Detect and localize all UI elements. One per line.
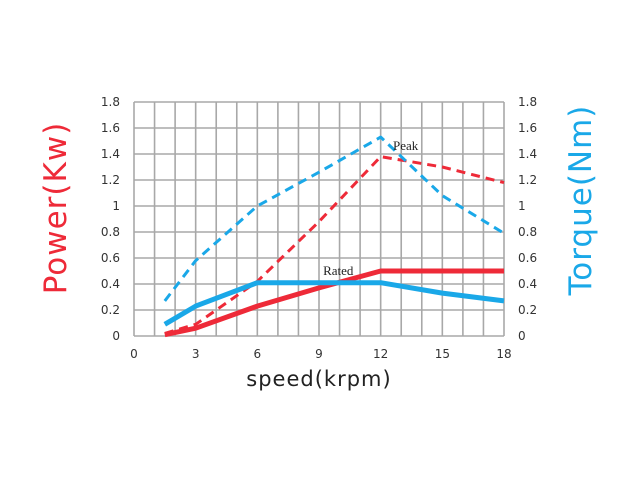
right-y-tick-label: 0 [518, 329, 526, 343]
right-y-tick-label: 0.2 [518, 303, 537, 317]
left-y-tick-label: 0.4 [101, 277, 120, 291]
right-y-tick-label: 0.6 [518, 251, 537, 265]
right-y-tick-label: 1.4 [518, 147, 537, 161]
torque-rated-line [163, 280, 505, 327]
left-y-tick-label: 1.4 [101, 147, 120, 161]
right-y-tick-label: 1.2 [518, 173, 537, 187]
x-tick-label: 12 [373, 347, 388, 361]
left-y-tick-label: 1.6 [101, 121, 120, 135]
right-y-tick-label: 0.8 [518, 225, 537, 239]
tick-labels: 0 3 6 9 12 15 18 0 0.2 0.4 0.6 0.8 1 1.2 1.4 1.6 1.8 0 0.2… [101, 95, 537, 361]
left-y-tick-label: 0.6 [101, 251, 120, 265]
right-y-tick-label: 1.6 [518, 121, 537, 135]
x-axis-title: speed(krpm) [246, 367, 391, 391]
left-y-tick-label: 1.2 [101, 173, 120, 187]
left-y-tick-label: 1.8 [101, 95, 120, 109]
left-y-tick-label: 1 [112, 199, 120, 213]
x-tick-label: 9 [315, 347, 323, 361]
right-y-tick-label: 0.4 [518, 277, 537, 291]
left-y-tick-label: 0 [112, 329, 120, 343]
power-rated-line [164, 268, 504, 338]
left-y-tick-label: 0.8 [101, 225, 120, 239]
power-peak-line [164, 155, 505, 335]
annotation-rated: Rated [323, 263, 354, 278]
right-y-tick-label: 1.8 [518, 95, 537, 109]
right-y-axis-title: Torque(Nm) [563, 105, 599, 297]
grid [133, 101, 505, 337]
x-tick-label: 15 [435, 347, 450, 361]
x-tick-label: 18 [496, 347, 511, 361]
left-y-axis-title: Power(Kw) [38, 122, 74, 295]
torque-peak-line [163, 135, 505, 302]
annotation-peak: Peak [393, 138, 419, 153]
x-tick-label: 0 [130, 347, 138, 361]
series-lines [163, 135, 505, 338]
left-y-tick-label: 0.2 [101, 303, 120, 317]
right-y-tick-label: 1 [518, 199, 526, 213]
x-tick-label: 6 [254, 347, 262, 361]
x-tick-label: 3 [192, 347, 200, 361]
